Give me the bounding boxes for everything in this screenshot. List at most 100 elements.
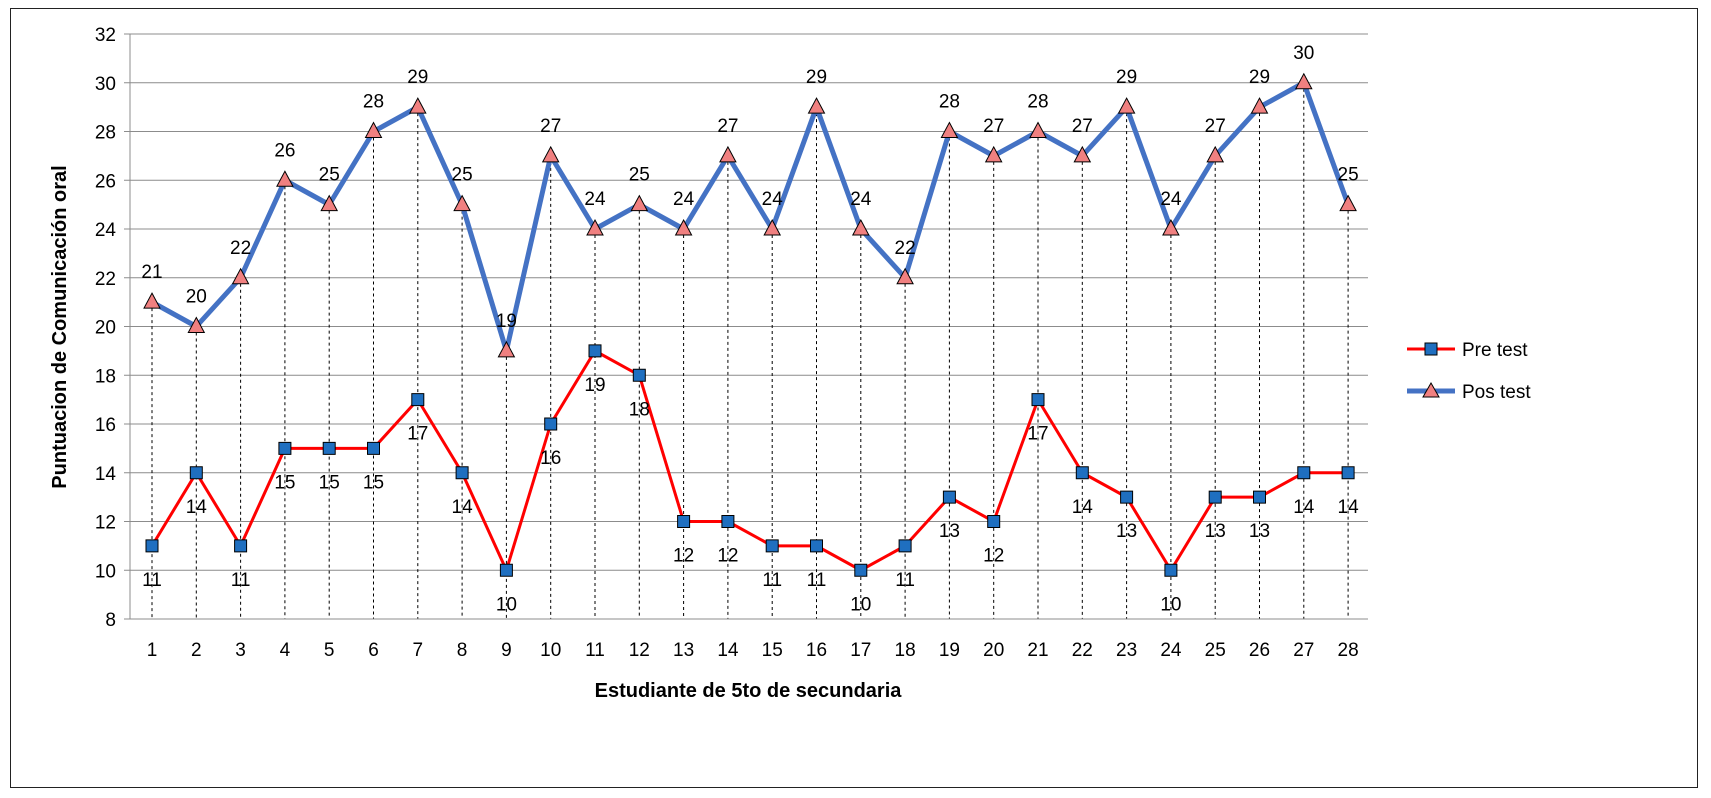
data-label-pos-test: 29	[1249, 67, 1270, 88]
marker-pre-test	[677, 515, 691, 528]
marker-pre-test	[942, 490, 956, 504]
marker-pre-test	[765, 539, 779, 553]
marker-pre-test	[278, 441, 292, 455]
y-tick-label: 12	[95, 513, 116, 534]
marker-pre-test	[1253, 490, 1266, 504]
marker-pre-test	[810, 539, 823, 553]
data-label-pos-test: 19	[496, 311, 517, 332]
marker-pos-test	[1117, 97, 1136, 114]
series-lines	[150, 80, 1351, 572]
data-label-pre-test: 14	[452, 497, 474, 518]
data-label-pos-test: 27	[983, 116, 1004, 137]
data-label-pre-test: 13	[939, 521, 960, 542]
data-label-pos-test: 30	[1293, 43, 1314, 64]
data-label-pos-test: 29	[1116, 67, 1137, 88]
marker-pos-test	[984, 145, 1003, 163]
data-label-pos-test: 28	[939, 92, 960, 113]
data-label-pos-test: 20	[186, 287, 207, 308]
marker-pos-test	[187, 316, 206, 333]
x-tick-label: 7	[413, 640, 424, 661]
x-tick-label: 10	[540, 640, 561, 661]
marker-pre-test	[322, 441, 336, 455]
data-label-pos-test: 27	[540, 116, 561, 137]
marker-pre-test	[1341, 466, 1355, 480]
x-tick-label: 6	[368, 640, 379, 661]
marker-pre-test	[455, 466, 469, 480]
marker-pre-test	[1031, 393, 1045, 407]
data-label-pos-test: 29	[806, 67, 827, 88]
data-label-pos-test: 25	[629, 165, 650, 186]
data-label-pre-test: 13	[1205, 521, 1226, 542]
y-tick-label: 8	[105, 610, 116, 631]
marker-pre-test	[1297, 466, 1311, 480]
y-tick-label: 28	[95, 123, 116, 144]
marker-pos-test	[586, 218, 604, 236]
marker-pre-test	[1164, 563, 1178, 577]
data-label-pos-test: 21	[141, 262, 162, 283]
marker-pos-test	[364, 121, 383, 138]
data-label-pre-test: 16	[540, 448, 561, 469]
marker-pre-test	[189, 466, 203, 480]
gridlines	[130, 33, 1368, 571]
data-label-pre-test: 14	[1293, 497, 1315, 518]
x-tick-label: 14	[717, 640, 739, 661]
data-label-pre-test: 11	[807, 570, 827, 591]
marker-pre-test	[234, 539, 248, 553]
x-tick-label: 15	[762, 640, 783, 661]
data-label-pre-test: 12	[673, 546, 694, 567]
data-label-pos-test: 27	[717, 116, 738, 137]
x-tick-label: 25	[1205, 640, 1226, 661]
marker-pre-test	[632, 368, 646, 382]
marker-pos-test	[541, 145, 560, 163]
data-label-pos-test: 24	[584, 189, 606, 210]
y-tick-label: 32	[95, 25, 116, 46]
data-labels: 11 14 11 15 15 15 17 14 10 16 19 18 12 12 11 11 10 11 13 12…	[141, 43, 1359, 616]
marker-pos-test	[231, 267, 250, 285]
y-tick-label: 16	[95, 415, 116, 436]
marker-pre-test	[367, 441, 380, 455]
data-label-pre-test: 18	[629, 399, 650, 420]
marker-pre-test	[898, 539, 912, 553]
y-tick-label: 22	[95, 269, 116, 290]
data-label-pos-test: 24	[1160, 189, 1182, 210]
marker-pos-test	[1250, 97, 1269, 114]
data-label-pre-test: 15	[363, 472, 384, 493]
data-label-pos-test: 24	[762, 189, 784, 210]
data-label-pre-test: 15	[319, 472, 340, 493]
x-tick-label: 26	[1249, 640, 1270, 661]
marker-pre-test	[1120, 490, 1134, 504]
y-tick-label: 18	[95, 366, 116, 387]
data-label-pre-test: 15	[274, 472, 295, 493]
x-tick-label: 2	[191, 640, 202, 661]
data-label-pos-test: 28	[363, 92, 384, 113]
data-label-pre-test: 11	[762, 570, 782, 591]
data-label-pre-test: 17	[407, 424, 428, 445]
data-label-pos-test: 25	[319, 165, 340, 186]
x-tick-label: 4	[280, 640, 291, 661]
data-label-pre-test: 13	[1249, 521, 1270, 542]
marker-pos-test	[807, 97, 826, 114]
y-tick-label: 24	[95, 220, 117, 241]
series-line-pos-test	[150, 80, 1351, 354]
marker-pos-test	[1073, 145, 1092, 163]
data-label-pre-test: 13	[1116, 521, 1137, 542]
chart-frame	[10, 8, 1698, 788]
marker-pre-test	[544, 417, 558, 431]
x-tick-label: 11	[585, 640, 605, 661]
marker-pre-test	[145, 539, 159, 553]
data-label-pre-test: 10	[496, 594, 517, 615]
marker-pre-test	[411, 393, 425, 407]
marker-pos-test	[453, 194, 471, 212]
data-label-pos-test: 24	[850, 189, 872, 210]
marker-pos-test	[1206, 145, 1225, 163]
data-label-pre-test: 10	[1160, 594, 1181, 615]
data-label-pre-test: 19	[584, 375, 605, 396]
marker-pos-test	[851, 218, 870, 236]
marker-pos-test	[719, 145, 737, 163]
x-tick-label: 19	[939, 640, 960, 661]
data-label-pos-test: 27	[1072, 116, 1093, 137]
series-markers	[143, 72, 1357, 577]
legend-marker-pos-test	[1422, 381, 1440, 398]
x-tick-label: 13	[673, 640, 694, 661]
